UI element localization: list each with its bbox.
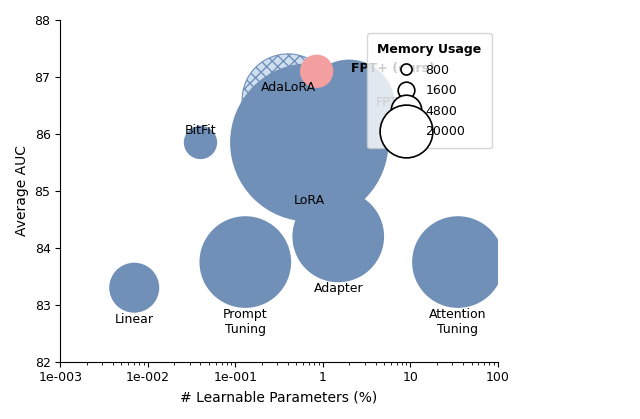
Text: BitFit: BitFit bbox=[185, 124, 216, 137]
Text: FPT+ (ours): FPT+ (ours) bbox=[351, 62, 435, 75]
Text: Adapter: Adapter bbox=[314, 282, 363, 295]
Point bbox=[333, 233, 343, 240]
Point bbox=[312, 68, 322, 75]
Text: Linear: Linear bbox=[115, 313, 154, 326]
X-axis label: # Learnable Parameters (%): # Learnable Parameters (%) bbox=[180, 390, 378, 404]
Y-axis label: Average AUC: Average AUC bbox=[15, 145, 29, 236]
Legend: 800, 1600, 4800, 20000: 800, 1600, 4800, 20000 bbox=[367, 33, 492, 148]
Text: Prompt
Tuning: Prompt Tuning bbox=[223, 308, 268, 336]
Point bbox=[129, 285, 140, 291]
Point bbox=[195, 139, 205, 146]
Text: Attention
Tuning: Attention Tuning bbox=[429, 308, 486, 336]
Point bbox=[283, 96, 293, 103]
Text: AdaLoRA: AdaLoRA bbox=[260, 81, 316, 94]
Text: FPT: FPT bbox=[376, 96, 398, 109]
Point bbox=[304, 139, 314, 146]
Point bbox=[240, 259, 250, 265]
Point bbox=[344, 102, 355, 109]
Text: LoRA: LoRA bbox=[294, 194, 325, 207]
Point bbox=[453, 259, 463, 265]
